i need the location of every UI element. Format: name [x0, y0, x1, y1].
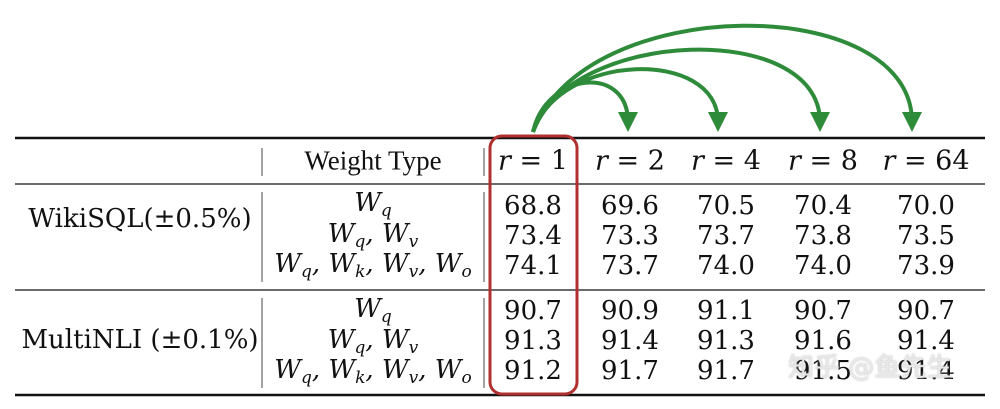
rank-value: 4 [743, 145, 761, 177]
value-cell: 70.0 [897, 191, 955, 221]
rank-value: 1 [550, 145, 568, 177]
value-cell: 91.6 [794, 326, 852, 356]
value-cell: 73.5 [897, 221, 955, 251]
group-label-wikisql: WikiSQL(±0.5%) [28, 204, 252, 234]
value-cell: 74.0 [794, 251, 852, 281]
value-cell: 91.1 [697, 296, 755, 326]
weight-type-cell: Wq, Wk, Wv, Wo [274, 249, 472, 282]
rank-var: r [595, 145, 608, 177]
rank-value: 2 [647, 145, 665, 177]
rank-var: r [498, 145, 511, 177]
rank-header-r64: r = 64 [882, 145, 970, 177]
weight-type-cell: Wq, Wk, Wv, Wo [274, 355, 472, 388]
value-cell: 91.3 [504, 326, 562, 356]
value-cell: 73.9 [897, 251, 955, 281]
value-cell: 90.7 [794, 296, 852, 326]
value-cell: 91.4 [897, 356, 955, 386]
value-cell: 91.5 [794, 356, 852, 386]
weight-type-cell: Wq, Wv [327, 219, 419, 252]
rank-header-r8: r = 8 [788, 145, 858, 177]
rank-var: r [882, 145, 896, 177]
value-cell: 73.4 [504, 221, 562, 251]
value-cell: 91.2 [504, 356, 562, 386]
arrow-to-r64 [531, 23, 922, 133]
rank-var: r [788, 145, 801, 177]
r1-highlight-box [488, 134, 579, 396]
value-cell: 91.4 [601, 326, 659, 356]
value-cell: 73.8 [794, 221, 852, 251]
value-cell: 73.3 [601, 221, 659, 251]
value-cell: 91.7 [601, 356, 659, 386]
rank-header-r1: r = 1 [498, 145, 568, 177]
group-label-multinli: MultiNLI (±0.1%) [21, 325, 259, 355]
weight-type-cell: Wq [354, 188, 392, 221]
value-cell: 70.5 [697, 191, 755, 221]
rank-value: 64 [935, 145, 970, 177]
value-cell: 73.7 [697, 221, 755, 251]
value-cell: 91.4 [897, 326, 955, 356]
value-cell: 91.3 [697, 326, 755, 356]
value-cell: 69.6 [601, 191, 659, 221]
rank-header-r4: r = 4 [691, 145, 761, 177]
rank-value: 8 [840, 145, 858, 177]
arrow-to-r8 [531, 47, 830, 133]
value-cell: 68.8 [504, 191, 562, 221]
value-cell: 90.9 [601, 296, 659, 326]
weight-type-header: Weight Type [304, 145, 442, 176]
rank-header-r2: r = 2 [595, 145, 665, 177]
watermark: 知乎 @鱼先生 [788, 353, 953, 383]
value-cell: 70.4 [794, 191, 852, 221]
value-cell: 74.0 [697, 251, 755, 281]
value-cell: 73.7 [601, 251, 659, 281]
value-cell: 90.7 [897, 296, 955, 326]
value-cell: 91.7 [697, 356, 755, 386]
weight-type-cell: Wq [354, 294, 392, 327]
value-cell: 74.1 [504, 251, 562, 281]
weight-type-cell: Wq, Wv [327, 325, 419, 358]
rank-var: r [691, 145, 704, 177]
value-cell: 90.7 [504, 296, 562, 326]
arrow-to-r4 [531, 67, 728, 133]
